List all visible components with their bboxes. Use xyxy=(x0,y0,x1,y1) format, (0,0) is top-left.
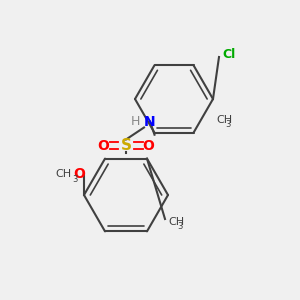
Text: 3: 3 xyxy=(225,120,231,129)
Text: N: N xyxy=(144,115,156,128)
Text: O: O xyxy=(98,139,110,152)
Text: CH: CH xyxy=(216,115,232,125)
Text: O: O xyxy=(142,139,154,152)
Text: 3: 3 xyxy=(72,175,78,184)
Text: CH: CH xyxy=(168,217,184,227)
Text: 3: 3 xyxy=(177,222,183,231)
Text: Cl: Cl xyxy=(222,47,235,61)
Text: O: O xyxy=(74,167,86,181)
Text: H: H xyxy=(130,115,140,128)
Text: CH: CH xyxy=(55,169,71,179)
Text: S: S xyxy=(121,138,131,153)
